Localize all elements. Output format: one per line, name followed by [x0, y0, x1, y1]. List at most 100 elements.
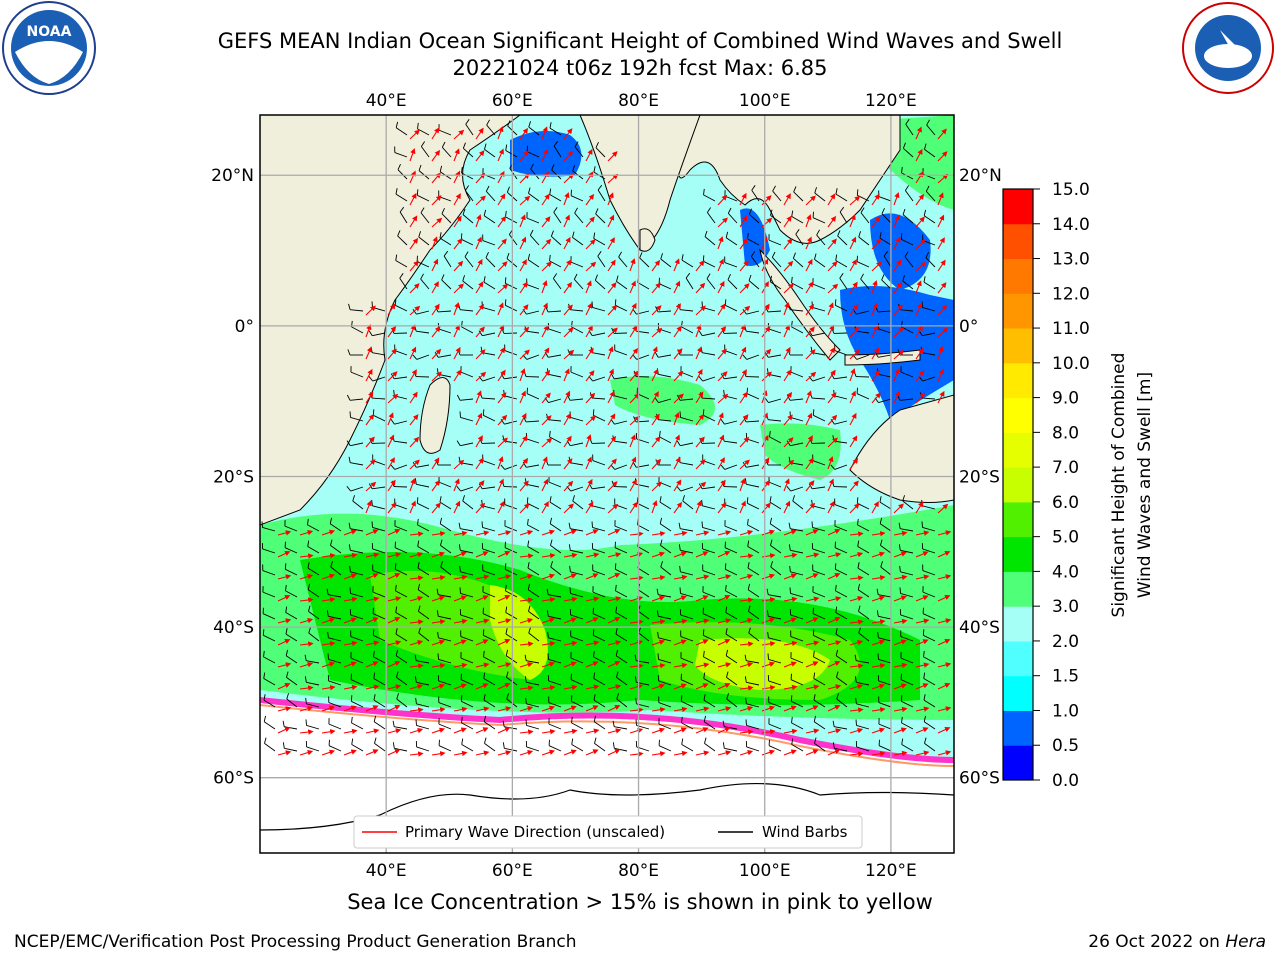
- wind-barb: [680, 652, 694, 664]
- wind-barb: [597, 184, 606, 202]
- wave-arrow: [365, 324, 372, 338]
- wave-arrow: [497, 148, 504, 162]
- wind-barbs-layer: [261, 119, 936, 752]
- wave-arrow: [739, 324, 746, 338]
- wave-arrow: [629, 325, 638, 338]
- wave-arrow: [827, 283, 839, 294]
- lat-label-left: 60°S: [213, 769, 254, 789]
- wind-barb: [878, 739, 892, 752]
- wave-arrow: [431, 236, 438, 250]
- colorbar-segment: [1003, 328, 1033, 364]
- lon-label-bottom: 120°E: [865, 861, 917, 881]
- wind-barb: [877, 674, 892, 686]
- wind-barb: [902, 275, 914, 290]
- wave-arrow: [783, 346, 791, 360]
- wind-barb: [659, 430, 672, 444]
- wind-barb: [349, 587, 364, 598]
- lat-label-right: 20°S: [959, 467, 1000, 487]
- wave-arrow: [937, 282, 947, 294]
- wind-barb: [346, 440, 364, 447]
- wave-arrow: [541, 280, 548, 294]
- colorbar-segment: [1003, 189, 1033, 225]
- wind-barb: [747, 562, 760, 576]
- wind-barb: [372, 629, 386, 642]
- wind-barb: [525, 697, 540, 708]
- wind-barb: [350, 630, 364, 642]
- wind-barb: [883, 250, 892, 268]
- wave-arrow: [651, 305, 662, 316]
- colorbar-segment: [1003, 223, 1033, 260]
- wave-arrow: [717, 479, 726, 492]
- wave-arrow: [409, 369, 417, 382]
- wind-barb: [504, 498, 518, 510]
- wave-arrow: [827, 456, 834, 470]
- wave-arrow: [519, 304, 529, 316]
- africa-arabia-land: [260, 115, 521, 526]
- wave-arrow: [783, 283, 794, 294]
- wind-barb: [415, 697, 430, 708]
- wave-arrow: [871, 193, 880, 206]
- sri-lanka: [639, 228, 656, 252]
- wind-barb: [615, 649, 628, 664]
- wind-barb: [525, 740, 540, 752]
- colorbar-segment: [1003, 536, 1033, 572]
- wave-arrow: [365, 500, 372, 514]
- wave-arrow: [541, 478, 549, 492]
- wave-arrow: [761, 195, 772, 206]
- wind-barb: [439, 517, 452, 532]
- wind-barb: [681, 738, 694, 752]
- wind-barbs-legend-label: Wind Barbs: [762, 823, 848, 841]
- swell-peak-east: [695, 638, 830, 690]
- wind-barb: [505, 628, 518, 642]
- wind-barb: [529, 229, 540, 246]
- wind-barb: [395, 628, 408, 642]
- wave-arrow: [585, 347, 594, 360]
- wind-barb: [395, 121, 408, 136]
- wave-arrow: [629, 302, 637, 316]
- wind-barb: [839, 273, 848, 290]
- wind-barb: [900, 630, 914, 642]
- wave-arrow: [739, 305, 751, 316]
- wind-barb: [348, 456, 364, 466]
- wave-arrow: [739, 346, 747, 360]
- wave-arrow: [563, 128, 573, 140]
- wave-arrow: [475, 371, 487, 382]
- nws-logo: [1182, 2, 1274, 94]
- wind-barb: [880, 561, 892, 576]
- wind-barb: [594, 737, 606, 752]
- wave-arrow: [607, 214, 615, 228]
- wave-arrow: [607, 173, 619, 184]
- wind-barb: [414, 478, 430, 488]
- wind-barb: [307, 583, 320, 598]
- wave-arrow: [827, 238, 837, 250]
- forecast-subtitle: 20221024 t06z 192h fcst Max: 6.85: [452, 56, 828, 80]
- wind-barb: [305, 697, 320, 708]
- wave-arrow: [717, 258, 724, 272]
- wind-barb: [484, 737, 496, 752]
- colorbar-tick-label: 6.0: [1052, 493, 1079, 513]
- wind-barb: [350, 652, 364, 664]
- wind-barb: [676, 486, 694, 492]
- wind-barb: [658, 696, 672, 708]
- wind-barb: [702, 629, 716, 642]
- wind-barb: [570, 673, 584, 686]
- wind-barb: [766, 610, 782, 620]
- wave-arrow: [673, 280, 681, 294]
- wind-barb: [703, 650, 716, 664]
- wave-arrow: [607, 435, 617, 448]
- wave-arrow: [453, 260, 464, 272]
- wind-barb: [595, 208, 606, 224]
- wind-barb: [441, 208, 452, 224]
- wave-arrow: [497, 478, 504, 492]
- wave-arrow: [849, 503, 860, 514]
- wind-barb: [263, 672, 276, 686]
- wave-arrow: [937, 151, 948, 162]
- wind-barb: [263, 715, 276, 730]
- wind-barb: [720, 464, 738, 470]
- wind-barb: [373, 694, 386, 708]
- wind-barb: [464, 251, 474, 268]
- wind-barb: [549, 517, 562, 532]
- wind-barb: [658, 718, 672, 730]
- wave-arrow: [453, 238, 463, 250]
- wave-arrow: [453, 459, 465, 470]
